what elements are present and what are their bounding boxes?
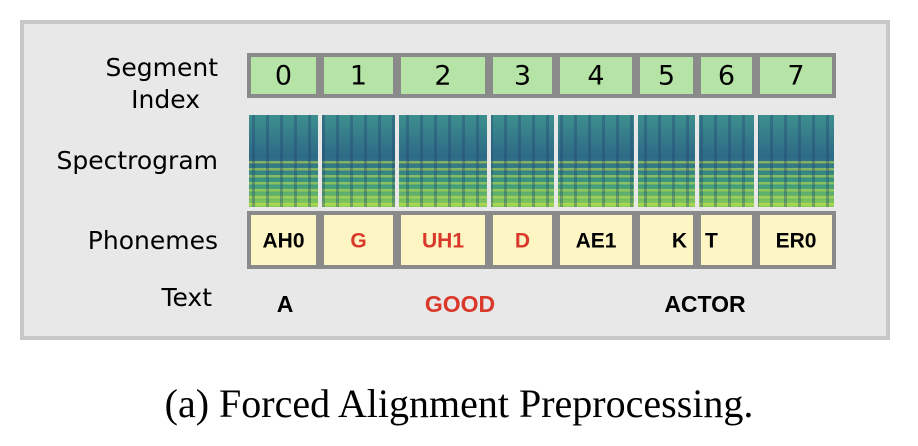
spectrogram-texture — [558, 115, 634, 207]
segment-box — [489, 53, 556, 98]
phoneme: ER0 — [776, 230, 817, 253]
segment-box — [320, 53, 397, 98]
phoneme-box — [489, 211, 556, 269]
spectrogram-texture — [399, 115, 487, 207]
segment-index: 0 — [275, 61, 292, 92]
phoneme-box — [247, 211, 320, 269]
segment-box — [697, 53, 756, 98]
segment-index: 3 — [514, 61, 531, 92]
word: A — [277, 291, 294, 317]
segment-index: 7 — [787, 61, 804, 92]
spectrogram-texture — [491, 115, 554, 207]
phoneme: D — [515, 230, 530, 253]
phoneme: K — [672, 230, 687, 253]
caption: (a) Forced Alignment Preprocessing. — [165, 381, 754, 426]
spectrogram-texture — [249, 115, 318, 207]
phoneme-box — [320, 211, 397, 269]
phoneme-box — [756, 211, 836, 269]
phoneme-box — [636, 211, 697, 269]
segment-box — [556, 53, 636, 98]
segment-box — [636, 53, 697, 98]
spectrogram-texture — [699, 115, 754, 207]
segment-box — [247, 53, 320, 98]
row-label: Spectrogram — [56, 146, 218, 175]
spectrogram-texture — [638, 115, 695, 207]
segment-index: 5 — [658, 61, 675, 92]
row-label: Index — [131, 85, 200, 114]
phoneme: AH0 — [262, 230, 304, 253]
word: ACTOR — [664, 291, 746, 317]
phoneme: UH1 — [422, 230, 464, 253]
segment-index: 2 — [434, 61, 451, 92]
segment-index: 4 — [587, 61, 604, 92]
segment-index: 1 — [350, 61, 367, 92]
phoneme-box — [556, 211, 636, 269]
row-label: Text — [160, 283, 212, 312]
word: GOOD — [425, 291, 495, 317]
phoneme: AE1 — [576, 230, 617, 253]
segment-box — [397, 53, 489, 98]
row-label: Segment — [106, 53, 219, 82]
spectrogram-texture — [322, 115, 395, 207]
phoneme-box — [697, 211, 756, 269]
phoneme: G — [350, 230, 366, 253]
row-label: Phonemes — [88, 226, 218, 255]
segment-box — [756, 53, 836, 98]
phoneme: T — [705, 230, 718, 253]
segment-index: 6 — [718, 61, 735, 92]
phoneme-box — [397, 211, 489, 269]
spectrogram-texture — [758, 115, 834, 207]
